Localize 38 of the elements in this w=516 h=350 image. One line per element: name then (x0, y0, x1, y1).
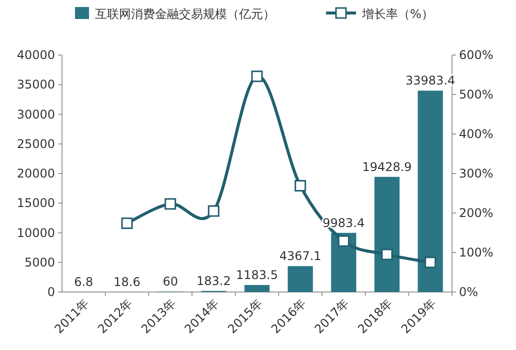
legend-label: 互联网消费金融交易规模（亿元） (95, 7, 275, 21)
data-label: 1183.5 (236, 268, 278, 282)
y-tick-label: 20000 (16, 166, 55, 180)
y-tick-label: 5000 (24, 255, 55, 270)
bar (374, 176, 400, 292)
data-label: 33983.4 (406, 74, 456, 88)
y-tick-label: 0 (47, 285, 55, 299)
data-label: 18.6 (114, 274, 140, 289)
point (208, 205, 220, 217)
y2-tick-label: 300% (459, 166, 494, 180)
y2-tick-label: 500% (459, 88, 494, 102)
data-label: 60 (162, 274, 178, 289)
point (338, 235, 350, 247)
bar (418, 90, 443, 292)
y2-tick-label: 0% (459, 285, 478, 299)
point (381, 248, 393, 260)
data-label: 4367.1 (279, 249, 322, 264)
y2-tick-label: 600% (459, 48, 494, 62)
bar (288, 266, 313, 292)
point (424, 256, 436, 268)
y-tick-label: 10000 (16, 226, 55, 240)
point (121, 218, 133, 230)
y-tick-label: 15000 (16, 196, 55, 210)
y-tick-label: 30000 (16, 107, 55, 122)
y-tick-label: 35000 (16, 78, 55, 92)
data-label: 19428.9 (362, 160, 412, 174)
y-tick-label: 40000 (16, 48, 55, 62)
data-label: 6.8 (74, 274, 94, 289)
point (164, 198, 176, 210)
data-label: 183.2 (196, 274, 231, 288)
y2-tick-label: 400% (459, 127, 494, 141)
bar (244, 284, 270, 292)
legend-label: 增长率（%） (361, 7, 434, 21)
point (294, 180, 306, 192)
point (251, 70, 263, 82)
y-tick-label: 25000 (16, 136, 55, 151)
y2-tick-label: 200% (459, 206, 494, 220)
y2-tick-label: 100% (459, 246, 494, 260)
